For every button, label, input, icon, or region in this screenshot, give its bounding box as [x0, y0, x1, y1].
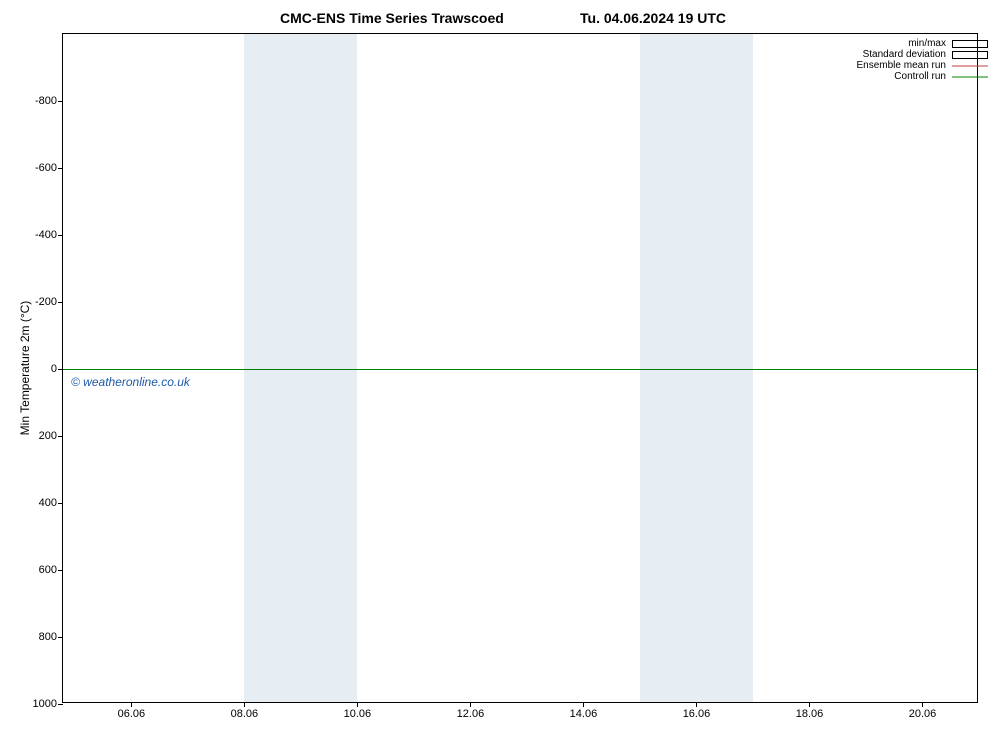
legend-swatch [952, 40, 988, 48]
legend-label: Standard deviation [863, 49, 946, 60]
legend-label: min/max [908, 38, 946, 49]
x-tick-label: 06.06 [118, 702, 146, 720]
controll-run-line [63, 369, 977, 370]
x-tick-label: 16.06 [683, 702, 711, 720]
weekend-band [244, 34, 357, 702]
y-axis-title: Min Temperature 2m (°C) [18, 301, 32, 436]
x-tick-label: 18.06 [796, 702, 824, 720]
legend: min/maxStandard deviationEnsemble mean r… [857, 38, 989, 82]
watermark-text: © weatheronline.co.uk [71, 375, 190, 389]
legend-label: Controll run [894, 71, 946, 82]
chart-title-right: Tu. 04.06.2024 19 UTC [580, 10, 726, 26]
legend-swatch [952, 62, 988, 70]
legend-swatch [952, 51, 988, 59]
legend-row: Standard deviation [857, 49, 989, 60]
y-tick-label: 1000 [33, 698, 63, 710]
y-tick-label: 200 [39, 430, 63, 442]
x-tick-label: 20.06 [909, 702, 937, 720]
y-tick-label: 400 [39, 497, 63, 509]
legend-swatch [952, 73, 988, 81]
y-tick-label: 800 [39, 631, 63, 643]
y-tick-label: -200 [35, 296, 63, 308]
chart-title-left: CMC-ENS Time Series Trawscoed [280, 10, 504, 26]
legend-row: Ensemble mean run [857, 60, 989, 71]
x-tick-label: 08.06 [231, 702, 259, 720]
y-tick-label: 0 [51, 363, 63, 375]
legend-row: min/max [857, 38, 989, 49]
plot-area: © weatheronline.co.uk -800-600-400-20002… [62, 33, 978, 703]
legend-row: Controll run [857, 71, 989, 82]
x-tick-label: 12.06 [457, 702, 485, 720]
y-tick-label: -600 [35, 162, 63, 174]
x-tick-label: 10.06 [344, 702, 372, 720]
y-tick-label: -800 [35, 95, 63, 107]
legend-label: Ensemble mean run [857, 60, 947, 71]
chart-container: CMC-ENS Time Series Trawscoed Tu. 04.06.… [0, 0, 1000, 733]
y-tick-label: -400 [35, 229, 63, 241]
x-tick-label: 14.06 [570, 702, 598, 720]
weekend-band [640, 34, 753, 702]
y-tick-label: 600 [39, 564, 63, 576]
